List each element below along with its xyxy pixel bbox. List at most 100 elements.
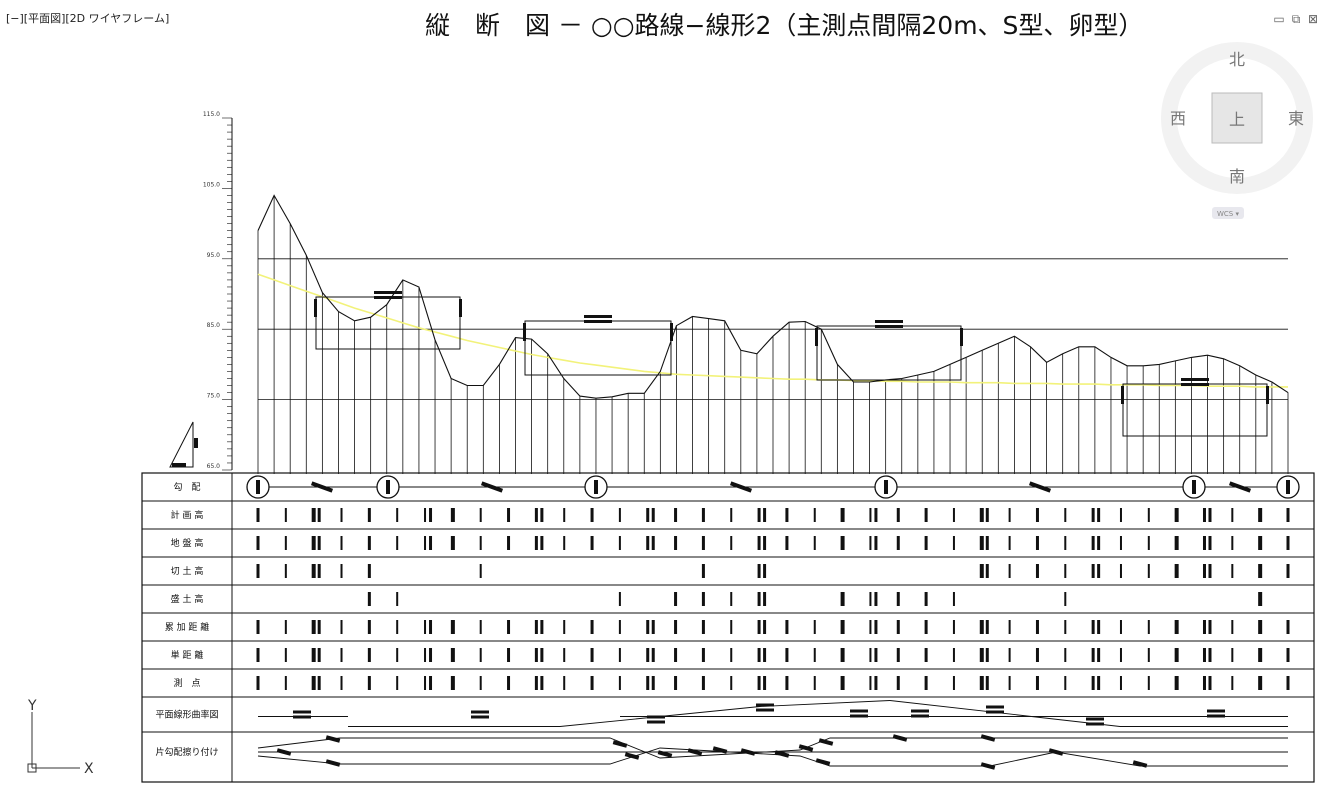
table-row-label: 盛 土 高 xyxy=(171,593,204,605)
table-cell-value xyxy=(701,592,705,606)
table-cell-value xyxy=(367,592,371,606)
table-cell-value xyxy=(1091,648,1095,662)
wcs-badge[interactable] xyxy=(1212,207,1244,219)
table-cell-value xyxy=(317,676,321,690)
table-cell-value xyxy=(813,620,816,634)
curve-marker xyxy=(459,299,462,317)
table-cell-value xyxy=(869,508,872,522)
table-cell-value xyxy=(730,676,733,690)
table-cell-value xyxy=(450,620,455,634)
table-cell-value xyxy=(429,508,433,522)
table-cell-value xyxy=(396,676,399,690)
table-cell-value xyxy=(1147,536,1150,550)
curvature-marker xyxy=(1086,717,1104,721)
table-cell-value xyxy=(534,508,538,522)
y-tick-label: 85.0 xyxy=(207,322,221,329)
gradient-slope-mark xyxy=(1028,481,1052,493)
table-cell-value xyxy=(1286,508,1290,522)
viewcube-west-label[interactable]: 西 xyxy=(1170,109,1186,128)
restore-icon[interactable]: ⧉ xyxy=(1291,12,1301,26)
table-cell-value xyxy=(952,676,955,690)
table-cell-value xyxy=(979,564,984,578)
ground-line xyxy=(257,194,1289,399)
curvature-marker xyxy=(471,710,489,714)
y-tick-label: 75.0 xyxy=(207,393,221,400)
table-cell-value xyxy=(450,508,455,522)
table-cell-value xyxy=(1091,536,1095,550)
table-cell-value xyxy=(896,592,900,606)
table-cell-value xyxy=(840,508,845,522)
table-cell-value xyxy=(1008,508,1011,522)
table-cell-value xyxy=(646,536,650,550)
table-cell-value xyxy=(1208,508,1212,522)
table-cell-value xyxy=(701,648,705,662)
table-cell-value xyxy=(479,620,482,634)
table-cell-value xyxy=(1147,648,1150,662)
table-cell-value xyxy=(1035,648,1039,662)
y-tick-label: 105.0 xyxy=(203,181,220,188)
table-cell-value xyxy=(651,536,655,550)
table-cell-value xyxy=(1258,592,1263,606)
table-cell-value xyxy=(924,536,928,550)
table-cell-value xyxy=(874,648,878,662)
table-cell-value xyxy=(311,508,316,522)
y-tick-label: 115.0 xyxy=(203,111,220,118)
table-cell-value xyxy=(674,620,678,634)
curve-marker xyxy=(1121,386,1124,404)
minimize-icon[interactable]: ▭ xyxy=(1273,12,1285,26)
table-cell-value xyxy=(896,508,900,522)
viewcube-ring[interactable] xyxy=(1161,42,1313,194)
table-cell-value xyxy=(1119,536,1122,550)
table-cell-value xyxy=(785,676,789,690)
table-cell-value xyxy=(284,676,287,690)
table-cell-value xyxy=(1097,536,1101,550)
table-row-label: 累 加 距 離 xyxy=(165,621,210,633)
superelevation-marker xyxy=(798,744,814,752)
table-cell-value xyxy=(757,508,761,522)
superelevation-marker xyxy=(712,746,728,754)
table-cell-value xyxy=(1202,648,1206,662)
table-cell-value xyxy=(924,508,928,522)
table-cell-value xyxy=(651,648,655,662)
table-cell-value xyxy=(785,648,789,662)
close-icon[interactable]: ⊠ xyxy=(1307,12,1319,26)
curvature-marker xyxy=(293,710,311,714)
viewcube-south-label[interactable]: 南 xyxy=(1229,167,1245,186)
viewport-label[interactable]: [−][平面図][2D ワイヤフレーム] xyxy=(6,12,170,25)
table-cell-value xyxy=(590,620,594,634)
curve-marker xyxy=(815,328,818,346)
table-cell-value xyxy=(450,676,455,690)
viewcube-east-label[interactable]: 東 xyxy=(1288,109,1304,128)
viewcube-north-label[interactable]: 北 xyxy=(1229,50,1245,69)
table-cell-value xyxy=(985,648,989,662)
superelevation-right xyxy=(257,747,1288,767)
table-cell-value xyxy=(256,648,260,662)
table-cell-value xyxy=(952,620,955,634)
table-cell-value xyxy=(340,676,343,690)
table-cell-value xyxy=(311,620,316,634)
table-cell-value xyxy=(651,676,655,690)
table-cell-value xyxy=(317,648,321,662)
table-cell-value xyxy=(1097,620,1101,634)
table-cell-value xyxy=(1008,648,1011,662)
table-cell-value xyxy=(1231,620,1234,634)
table-cell-value xyxy=(1064,592,1067,606)
viewcube-face[interactable] xyxy=(1211,92,1263,144)
table-cell-value xyxy=(840,676,845,690)
table-cell-value xyxy=(869,620,872,634)
table-cell-value xyxy=(985,536,989,550)
table-cell-value xyxy=(1208,564,1212,578)
table-cell-value xyxy=(1091,620,1095,634)
table-row-label: 測 点 xyxy=(173,677,200,689)
table-cell-value xyxy=(284,648,287,662)
table-cell-value xyxy=(540,648,544,662)
table-cell-value xyxy=(757,648,761,662)
table-cell-value xyxy=(1258,648,1263,662)
table-cell-value xyxy=(1064,564,1067,578)
table-cell-value xyxy=(618,676,621,690)
table-cell-value xyxy=(1091,564,1095,578)
table-cell-value xyxy=(1258,676,1263,690)
viewcube[interactable]: 上 北 南 東 西 WCS ▾ xyxy=(1161,42,1313,219)
curvature-marker xyxy=(1207,709,1225,713)
